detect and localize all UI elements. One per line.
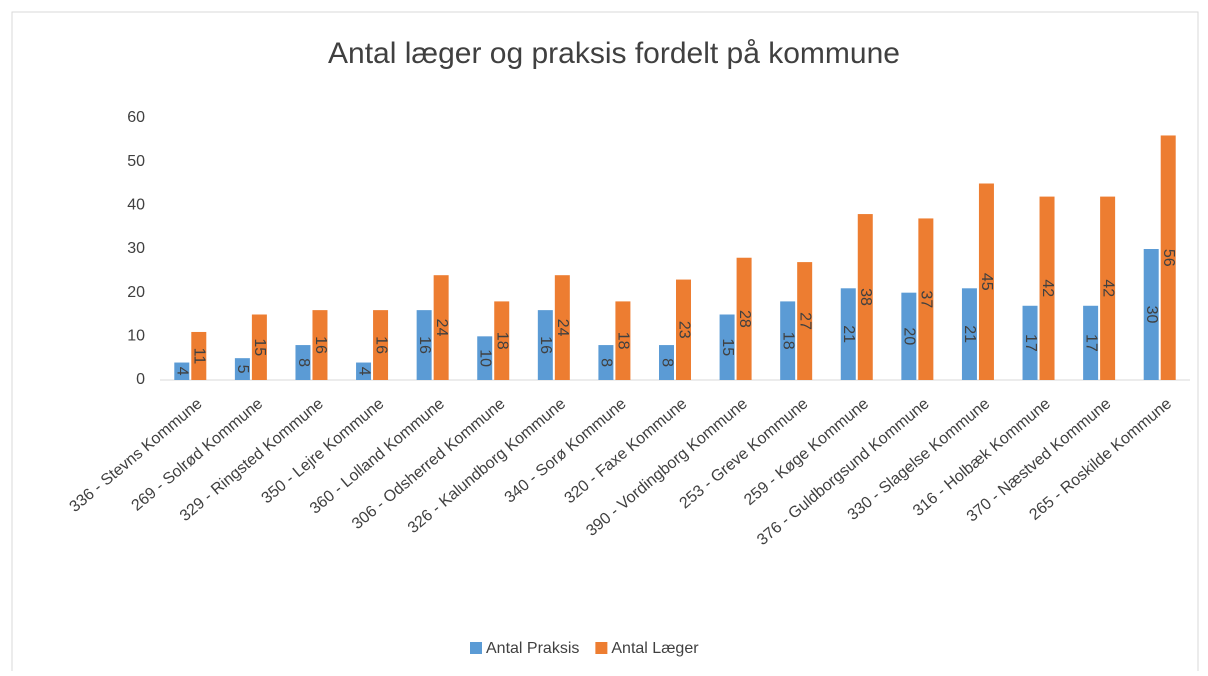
y-tick-label: 40: [127, 197, 145, 214]
bar: [174, 362, 190, 380]
data-label: 11: [191, 348, 208, 365]
chart-frame: [11, 11, 1199, 673]
y-tick-label: 0: [136, 371, 145, 388]
data-label: 4: [355, 367, 372, 376]
data-label: 28: [736, 310, 753, 328]
bar: [736, 257, 752, 380]
bar: [191, 331, 207, 380]
y-tick-label: 30: [127, 240, 145, 257]
data-label: 15: [251, 338, 268, 356]
bar: [1083, 305, 1099, 380]
bar: [433, 275, 449, 380]
legend-swatch: [470, 642, 482, 654]
data-label: 38: [857, 288, 874, 306]
y-tick-label: 50: [127, 153, 145, 170]
data-label: 45: [978, 273, 995, 291]
bar: [961, 288, 977, 380]
data-label: 30: [1143, 306, 1160, 324]
data-label: 18: [494, 332, 511, 350]
bar: [537, 310, 553, 380]
bar: [978, 183, 994, 380]
bar: [780, 301, 796, 380]
y-tick-label: 20: [127, 284, 145, 301]
data-label: 10: [477, 349, 494, 367]
bar: [1143, 249, 1159, 380]
data-label: 4: [174, 367, 191, 376]
bar: [554, 275, 570, 380]
data-label: 23: [675, 321, 692, 339]
bar: [598, 345, 614, 380]
bar: [719, 314, 735, 380]
bar: [1022, 305, 1038, 380]
bar: [1100, 196, 1116, 380]
data-label: 8: [658, 358, 675, 367]
data-label: 24: [554, 319, 571, 337]
data-label: 16: [372, 336, 389, 354]
data-label: 17: [1082, 334, 1099, 352]
bar: [416, 310, 432, 380]
data-label: 15: [719, 338, 736, 356]
bar: [477, 336, 493, 380]
legend-label: Antal Praksis: [486, 640, 579, 657]
bar: [615, 301, 631, 380]
data-label: 42: [1039, 279, 1056, 297]
bar: [1160, 135, 1176, 380]
bar: [857, 214, 873, 380]
bar: [659, 345, 674, 380]
bar: [251, 314, 267, 380]
data-label: 18: [615, 332, 632, 350]
bar: [901, 292, 917, 380]
y-tick-label: 10: [127, 328, 145, 345]
data-label: 20: [901, 327, 918, 345]
bar: [234, 358, 250, 380]
y-tick-label: 60: [127, 109, 145, 126]
data-label: 27: [796, 312, 813, 330]
bar: [676, 279, 691, 380]
bar: [356, 362, 372, 380]
bar: [373, 310, 389, 380]
data-label: 16: [416, 336, 433, 354]
data-label: 17: [1022, 334, 1039, 352]
data-label: 8: [598, 358, 615, 367]
data-label: 8: [295, 358, 312, 367]
bar: [1039, 196, 1055, 380]
data-label: 56: [1160, 249, 1177, 267]
bar: [840, 288, 856, 380]
data-label: 16: [537, 336, 554, 354]
data-label: 5: [234, 365, 251, 374]
data-label: 21: [840, 325, 857, 343]
chart-title: Antal læger og praksis fordelt på kommun…: [328, 37, 900, 70]
bar: [312, 310, 328, 380]
data-label: 18: [779, 332, 796, 350]
bar: [797, 262, 813, 380]
legend-label: Antal Læger: [611, 640, 699, 657]
legend-swatch: [595, 642, 608, 654]
bar: [295, 345, 311, 380]
data-label: 42: [1099, 279, 1116, 297]
data-label: 21: [961, 325, 978, 343]
bar: [918, 218, 934, 380]
bar: [494, 301, 510, 380]
data-label: 24: [433, 319, 450, 337]
data-label: 16: [312, 336, 329, 354]
data-label: 37: [918, 290, 935, 308]
